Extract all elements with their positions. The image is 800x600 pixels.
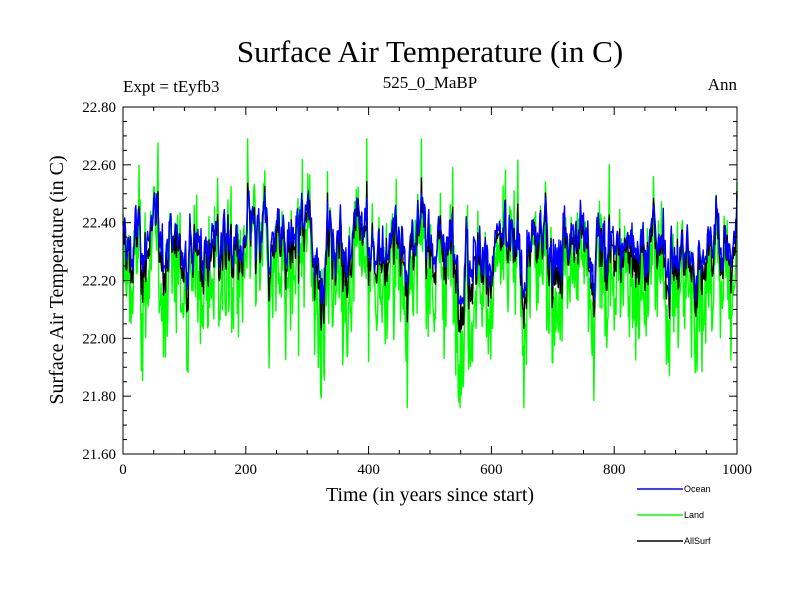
legend-label-allsurf: AllSurf: [684, 536, 711, 546]
y-tick-label: 22.40: [82, 216, 116, 232]
season-label: Ann: [708, 75, 738, 94]
legend: Ocean Land AllSurf: [637, 484, 711, 546]
y-tick-label: 22.80: [82, 100, 116, 116]
period-label: 525_0_MaBP: [383, 73, 477, 92]
x-tick-label: 200: [235, 462, 258, 478]
y-axis-label: Surface Air Temperature (in C): [46, 155, 68, 404]
y-tick-label: 21.80: [82, 389, 116, 405]
x-tick-label: 800: [603, 462, 626, 478]
y-tick-label: 22.20: [82, 274, 116, 290]
x-tick-label: 400: [357, 462, 380, 478]
legend-label-ocean: Ocean: [684, 484, 711, 494]
y-tick-label: 22.00: [82, 331, 116, 347]
y-axis: 21.60 21.80 22.00 22.20 22.40 22.60 22.80: [82, 100, 737, 463]
series-line-allsurf: [122, 177, 738, 334]
series-line-ocean: [122, 190, 738, 305]
experiment-label: Expt = tEyfb3: [123, 77, 219, 96]
series-line-land: [122, 138, 738, 409]
chart-title: Surface Air Temperature (in C): [237, 34, 623, 69]
x-axis-label: Time (in years since start): [326, 484, 534, 506]
y-tick-label: 21.60: [82, 447, 116, 463]
x-axis: 0 200 400 600 800 1000: [119, 107, 752, 478]
series-layer: [122, 138, 738, 409]
legend-label-land: Land: [684, 510, 704, 520]
x-tick-label: 1000: [722, 462, 752, 478]
x-tick-label: 600: [480, 462, 503, 478]
y-tick-label: 22.60: [82, 158, 116, 174]
x-tick-label: 0: [119, 462, 127, 478]
